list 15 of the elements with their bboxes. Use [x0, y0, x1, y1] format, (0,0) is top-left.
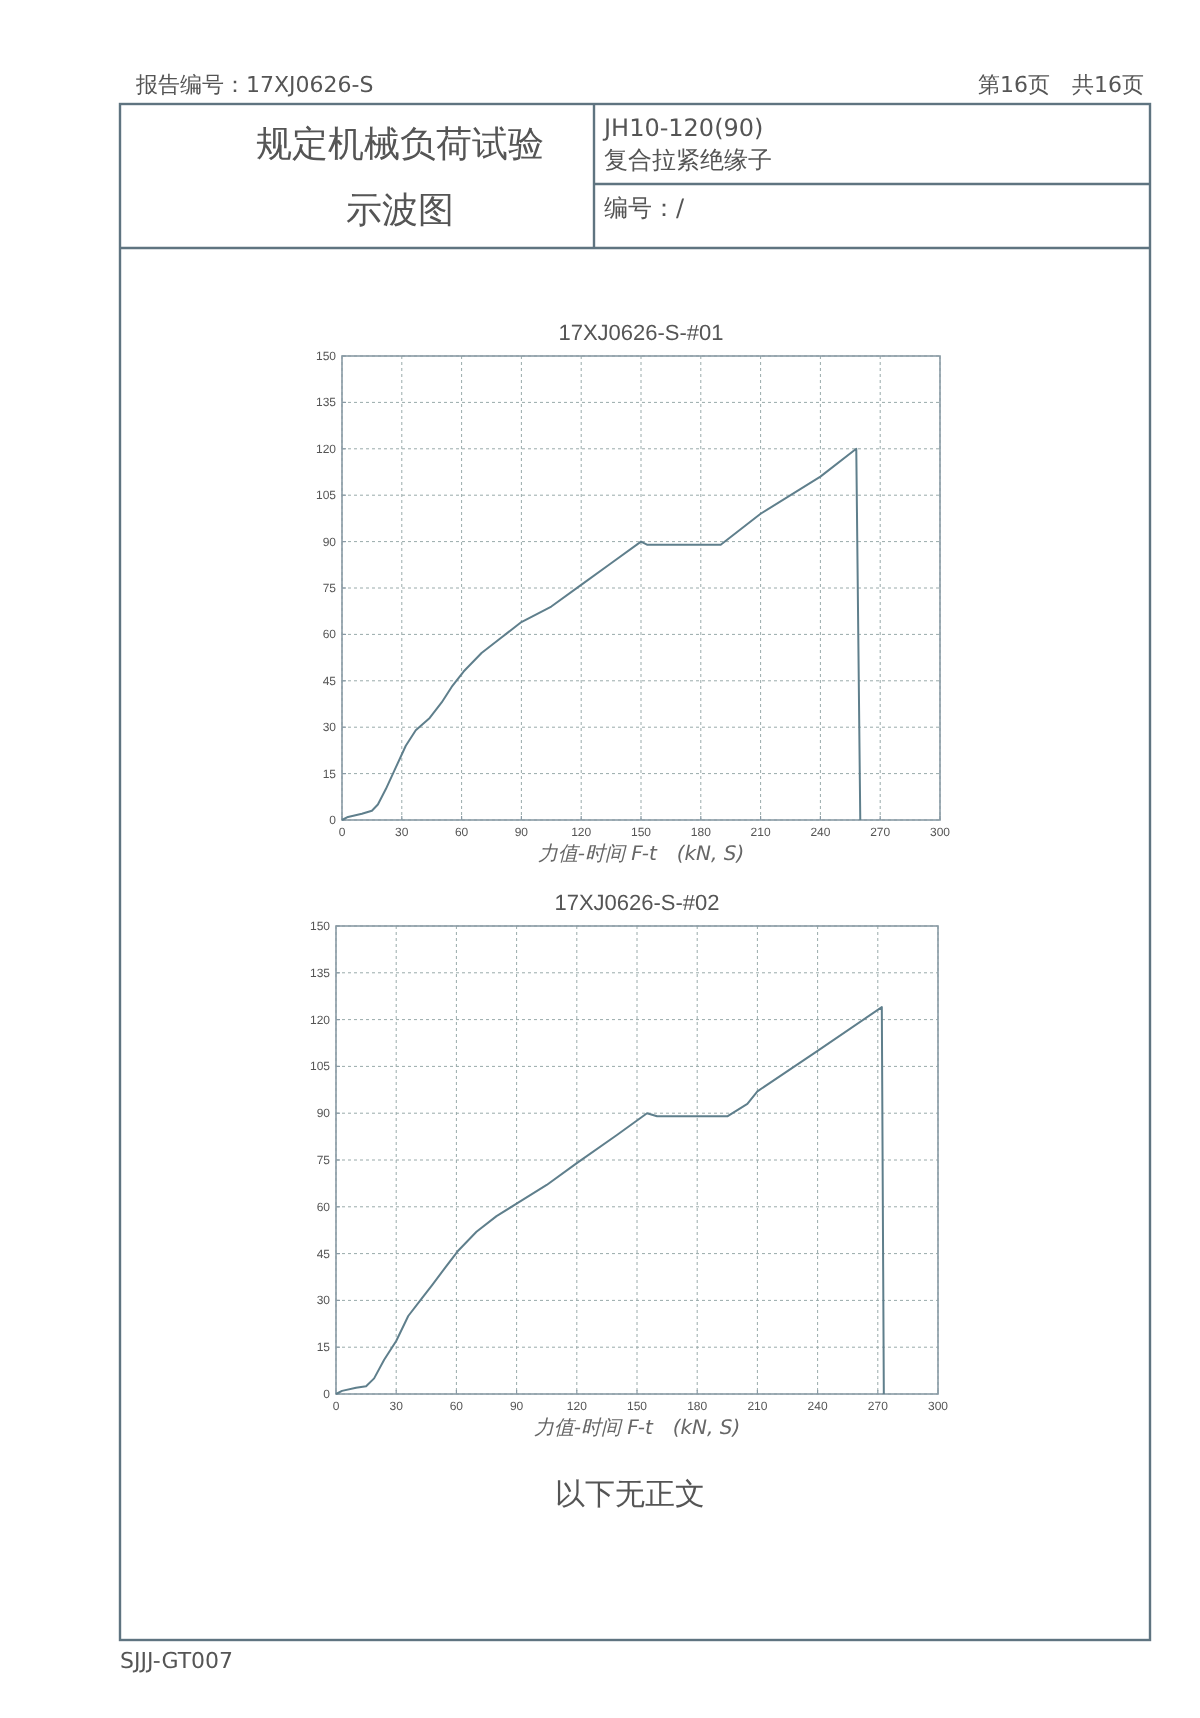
- text: 第16页 共16页: [978, 72, 1144, 98]
- text: JH10-120(90): [602, 114, 764, 142]
- text: 规定机械负荷试验: [256, 124, 544, 166]
- line-series: [335, 1006, 885, 1395]
- chart-title: 17XJ0626-S-#01: [558, 322, 724, 346]
- x-axis-title: 力值-时间 F-t (kN, S): [533, 1416, 741, 1440]
- x-axis-title: 力值-时间 F-t (kN, S): [537, 842, 745, 866]
- line-series: [341, 447, 862, 821]
- text: SJJJ-GT007: [120, 1648, 234, 1674]
- chart-title: 17XJ0626-S-#02: [554, 892, 720, 916]
- text: 编号：/: [604, 194, 686, 222]
- text: 示波图: [346, 190, 454, 232]
- text: 以下无正文: [555, 1476, 705, 1512]
- text: 报告编号：17XJ0626-S: [134, 72, 374, 98]
- text: 复合拉紧绝缘子: [604, 146, 772, 174]
